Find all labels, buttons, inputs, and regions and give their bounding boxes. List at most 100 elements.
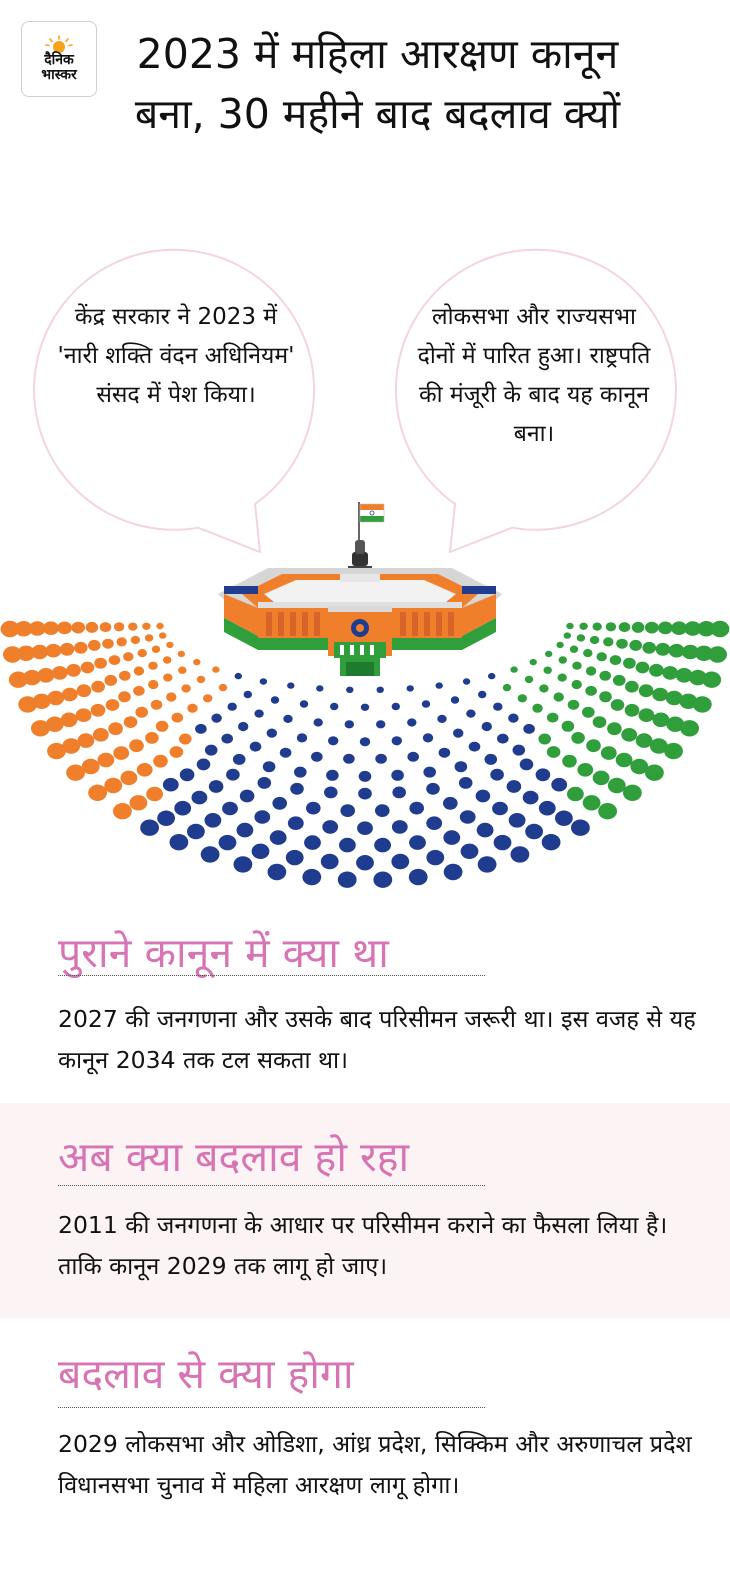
seat-dot xyxy=(605,622,617,632)
seat-dot xyxy=(299,700,309,708)
speech-bubble-left: केंद्र सरकार ने 2023 में 'नारी शक्ति वंद… xyxy=(33,248,316,553)
seat-dot xyxy=(572,661,582,670)
seat-dot xyxy=(563,632,571,639)
seat-dot xyxy=(148,661,158,670)
seat-dot xyxy=(320,853,339,870)
seat-dot xyxy=(236,822,254,838)
seat-dot xyxy=(406,685,414,692)
seat-dot xyxy=(85,621,99,633)
section-heading: अब क्या बदलाव हो रहा xyxy=(58,1133,410,1181)
seat-dot xyxy=(116,637,127,647)
page-title: 2023 में महिला आरक्षण कानून बना, 30 महीन… xyxy=(134,30,621,138)
seat-dot xyxy=(466,709,476,718)
seat-dot xyxy=(343,753,355,764)
seat-dot xyxy=(477,856,497,873)
seat-dot xyxy=(562,754,577,768)
seat-dot xyxy=(129,795,148,811)
seat-dot xyxy=(123,716,138,728)
seat-dot xyxy=(238,721,249,732)
seat-dot xyxy=(113,803,132,820)
speech-bubble-outline xyxy=(394,248,677,553)
seat-dot xyxy=(553,692,564,702)
seat-dot xyxy=(555,810,573,826)
logo-line-1: दैनिक xyxy=(44,52,74,68)
seat-dot xyxy=(689,669,707,686)
seat-dot xyxy=(222,801,238,816)
seat-dot xyxy=(123,652,134,662)
seat-dot xyxy=(598,803,617,820)
seat-dot xyxy=(316,685,324,692)
seat-dot xyxy=(655,642,671,656)
seat-dot xyxy=(557,673,567,682)
seat-dot xyxy=(322,820,339,834)
seat-dot xyxy=(524,675,534,684)
seat-dot xyxy=(156,622,164,630)
seat-dot xyxy=(373,871,393,888)
seat-dot xyxy=(529,658,537,666)
speech-bubble-text: लोकसभा और राज्यसभा दोनों में पारित हुआ। … xyxy=(417,304,651,447)
seat-dot xyxy=(204,744,218,756)
seat-dot xyxy=(226,768,240,781)
seat-dot xyxy=(600,746,617,760)
seat-dot xyxy=(311,751,323,762)
seat-dot xyxy=(128,622,138,631)
seat-dot xyxy=(191,790,208,805)
seat-dot xyxy=(638,684,654,698)
seat-dot xyxy=(62,738,81,754)
sun-icon xyxy=(45,35,73,53)
seat-dot xyxy=(113,746,130,760)
section-impact: बदलाव से क्या होगा 2029 लोकसभा और ओडिशा,… xyxy=(0,1340,730,1570)
seat-dot xyxy=(443,796,458,810)
seat-dot xyxy=(375,753,387,764)
seat-dot xyxy=(357,821,373,835)
seat-dot xyxy=(576,634,586,642)
seat-dot xyxy=(92,728,109,742)
seat-dot xyxy=(421,700,431,708)
seat-dot xyxy=(146,786,164,802)
seat-dot xyxy=(506,780,522,793)
seat-dot xyxy=(435,682,443,689)
seat-dot xyxy=(492,801,508,816)
seat-dot xyxy=(571,819,590,836)
seat-dot xyxy=(259,678,268,685)
seat-dot xyxy=(592,770,610,786)
seat-dot xyxy=(74,641,88,654)
seat-dot xyxy=(75,708,92,722)
seat-dot xyxy=(243,690,252,699)
seat-dot xyxy=(360,703,370,711)
seat-dot xyxy=(135,706,148,718)
speech-bubble-outline xyxy=(33,248,316,553)
seat-dot xyxy=(145,732,159,744)
seat-dot xyxy=(94,657,107,669)
seat-dot xyxy=(561,720,575,732)
seat-dot xyxy=(538,800,556,816)
seat-dot xyxy=(218,683,228,692)
dotted-divider xyxy=(58,1185,485,1186)
seat-dot xyxy=(285,849,304,866)
seat-dot xyxy=(630,758,649,775)
seat-dot xyxy=(680,720,699,737)
parliament-illustration xyxy=(0,502,730,888)
seat-dot xyxy=(510,666,518,673)
seat-dot xyxy=(358,787,372,800)
seat-dot xyxy=(108,722,123,736)
seat-dot xyxy=(257,777,272,789)
seat-dot xyxy=(130,635,141,645)
seat-dot xyxy=(254,709,264,718)
seat-dot xyxy=(306,801,321,815)
seat-dot xyxy=(443,863,463,881)
seat-dot xyxy=(681,644,699,660)
seat-dot xyxy=(538,733,551,745)
seat-dot xyxy=(76,684,92,698)
seat-dot xyxy=(508,713,519,723)
seat-dot xyxy=(675,668,693,683)
seat-dot xyxy=(129,739,144,753)
seat-dot xyxy=(59,642,75,656)
seat-dot xyxy=(391,820,408,834)
seat-dot xyxy=(269,830,287,845)
seat-dot xyxy=(104,777,123,794)
seat-dot xyxy=(151,645,161,653)
seat-dot xyxy=(304,835,321,850)
speech-bubble-text: केंद्र सरकार ने 2023 में 'नारी शक्ति वंद… xyxy=(57,304,295,408)
seat-dot xyxy=(579,622,588,630)
